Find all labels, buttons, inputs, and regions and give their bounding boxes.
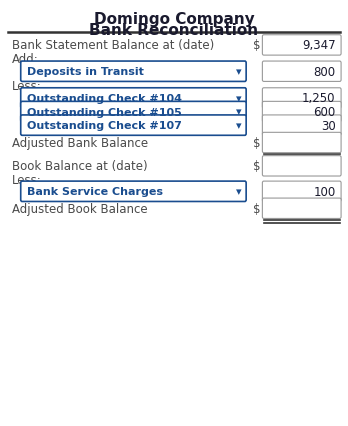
Text: ▾: ▾ — [236, 187, 242, 197]
Text: ▾: ▾ — [236, 107, 242, 117]
Text: $: $ — [253, 202, 261, 215]
Text: ▾: ▾ — [236, 94, 242, 104]
Text: 100: 100 — [313, 185, 335, 199]
FancyBboxPatch shape — [262, 36, 341, 56]
Text: Book Balance at (date): Book Balance at (date) — [12, 160, 147, 173]
Text: Add:: Add: — [12, 53, 39, 66]
FancyBboxPatch shape — [21, 102, 246, 122]
Text: ▾: ▾ — [236, 121, 242, 131]
Text: Outstanding Check #104: Outstanding Check #104 — [27, 94, 182, 104]
Text: Outstanding Check #107: Outstanding Check #107 — [27, 121, 182, 131]
Text: Adjusted Bank Balance: Adjusted Bank Balance — [12, 137, 148, 150]
Text: Adjusted Book Balance: Adjusted Book Balance — [12, 202, 147, 215]
Text: Less:: Less: — [12, 173, 41, 187]
Text: ▾: ▾ — [236, 67, 242, 77]
FancyBboxPatch shape — [262, 102, 341, 122]
Text: $: $ — [253, 160, 261, 173]
Text: Bank Service Charges: Bank Service Charges — [27, 187, 163, 197]
FancyBboxPatch shape — [262, 133, 341, 153]
Text: 30: 30 — [321, 119, 335, 132]
FancyBboxPatch shape — [262, 89, 341, 109]
Text: 9,347: 9,347 — [302, 39, 335, 52]
FancyBboxPatch shape — [262, 62, 341, 82]
FancyBboxPatch shape — [21, 62, 246, 82]
FancyBboxPatch shape — [262, 115, 341, 136]
Text: Outstanding Check #105: Outstanding Check #105 — [27, 107, 182, 117]
Text: Deposits in Transit: Deposits in Transit — [27, 67, 144, 77]
FancyBboxPatch shape — [21, 181, 246, 202]
Text: Bank Statement Balance at (date): Bank Statement Balance at (date) — [12, 39, 214, 52]
Text: $: $ — [253, 137, 261, 150]
FancyBboxPatch shape — [21, 115, 246, 136]
Text: 1,250: 1,250 — [302, 92, 335, 105]
FancyBboxPatch shape — [262, 181, 341, 202]
Text: 600: 600 — [313, 106, 335, 119]
FancyBboxPatch shape — [21, 89, 246, 109]
Text: Less:: Less: — [12, 80, 41, 92]
FancyBboxPatch shape — [262, 199, 341, 219]
Text: Domingo Company: Domingo Company — [94, 12, 254, 27]
Text: 800: 800 — [314, 66, 335, 78]
FancyBboxPatch shape — [262, 156, 341, 177]
Text: Bank Reconciliation: Bank Reconciliation — [89, 23, 259, 37]
Text: $: $ — [253, 39, 261, 52]
